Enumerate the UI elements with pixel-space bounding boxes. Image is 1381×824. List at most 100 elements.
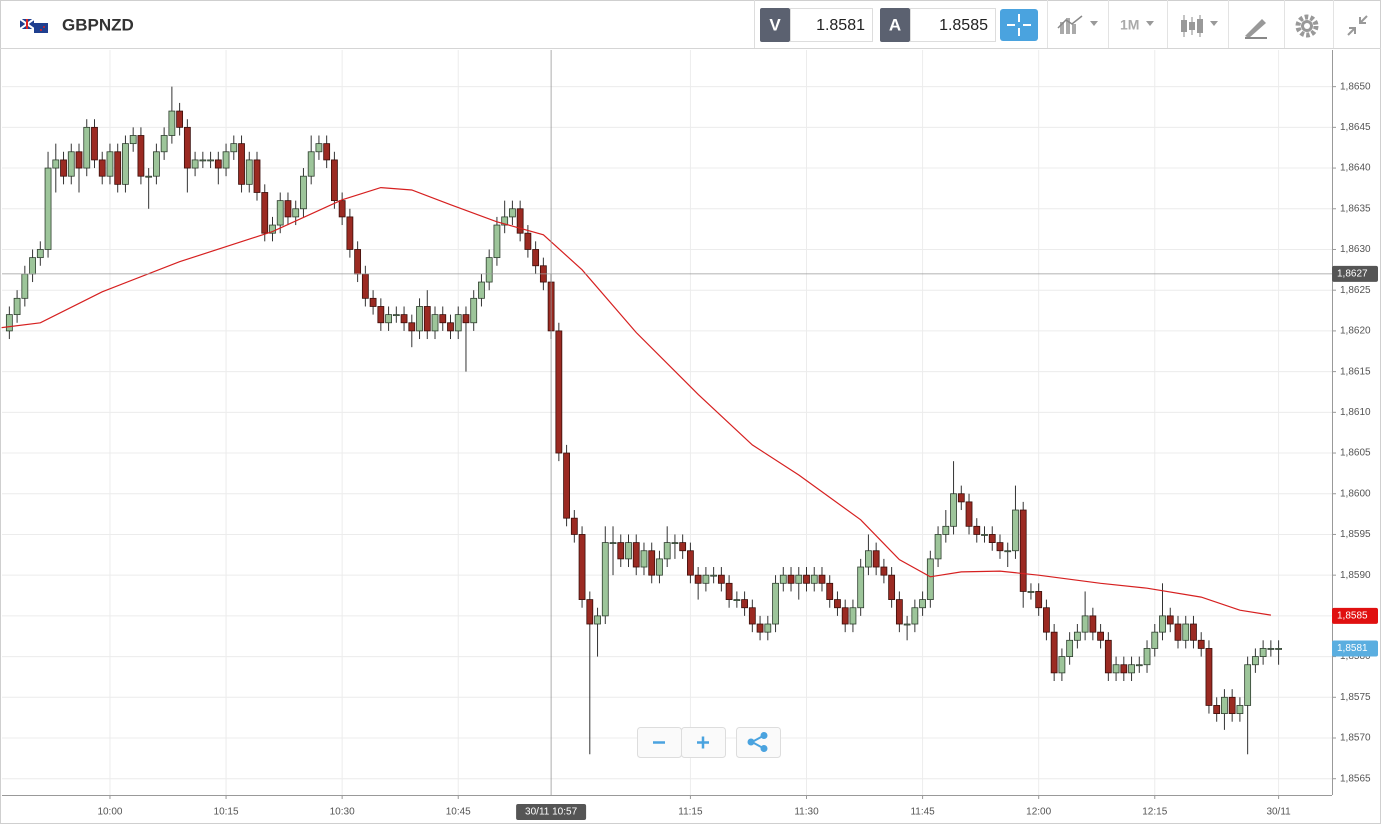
ask-label-box[interactable] (880, 8, 910, 42)
candle-body (122, 143, 129, 185)
candle-body (756, 623, 764, 633)
candle-body (1050, 631, 1058, 674)
candle-body (392, 314, 400, 317)
zoom-in-button[interactable] (681, 727, 726, 758)
candle-body (160, 135, 168, 153)
candle-body (1236, 705, 1244, 714)
candle-body (725, 582, 733, 600)
candle-body (578, 534, 586, 600)
moving-average (1, 186, 1271, 616)
candle-body (493, 224, 501, 259)
candle-body (462, 314, 470, 324)
candle-body (888, 574, 896, 600)
candle-body (1205, 648, 1213, 706)
x-tick-label: 30/11 (1266, 807, 1291, 818)
candle-body (385, 314, 392, 324)
symbol: GBPNZD (62, 15, 134, 34)
candle-body (988, 534, 996, 543)
y-tick-label: 1,8635 (1340, 203, 1371, 214)
y-tick-label: 1,8570 (1340, 733, 1371, 744)
candle-body (447, 322, 454, 332)
candle-body (872, 550, 880, 568)
candle-body (1221, 696, 1228, 714)
candle-body (369, 297, 377, 307)
candle-body (895, 599, 903, 625)
candle-body (13, 297, 21, 316)
candle-body (717, 574, 725, 584)
candle-type-button[interactable] (1181, 15, 1218, 37)
bid-box[interactable] (790, 8, 873, 42)
candle-body (795, 574, 803, 584)
settings-button[interactable] (1295, 14, 1319, 38)
candle-body (1097, 631, 1104, 641)
candle-body (648, 550, 656, 576)
candle-body (129, 135, 137, 145)
candle-body (640, 550, 648, 568)
candle-body (532, 249, 540, 267)
candle-body (1159, 615, 1166, 633)
candle-body (377, 306, 385, 324)
collapse-button[interactable] (1347, 15, 1368, 36)
candle-body (245, 159, 253, 185)
y-tick-label: 1,8615 (1340, 366, 1371, 377)
candle-body (702, 574, 710, 584)
candle-body (230, 143, 238, 153)
x-tick-label: 10:45 (446, 807, 471, 818)
draw-tool-button[interactable] (1245, 19, 1267, 39)
header-bg (1, 1, 1380, 48)
candle-body (191, 159, 199, 169)
y-tick-label: 1,8630 (1340, 244, 1371, 255)
candle-body (1012, 509, 1019, 552)
x-tick-label: 12:00 (1026, 807, 1051, 818)
y-tick-label: 1,8565 (1340, 773, 1371, 784)
candle-body (1058, 656, 1066, 674)
candle-body (1190, 623, 1197, 641)
candle-body (323, 143, 331, 161)
candle-body (408, 322, 416, 332)
crosshair-y-tag (1332, 265, 1378, 282)
candle-body (787, 574, 795, 584)
candle-body (865, 550, 872, 568)
x-tick-label: 11:15 (678, 807, 703, 818)
price-tag (1332, 640, 1378, 657)
timeframe[interactable]: 1M (1120, 17, 1139, 33)
candle-body (694, 574, 702, 584)
candle-body (926, 558, 934, 600)
crosshair-x-label: 30/11 10:57 (525, 807, 578, 818)
candle-body (423, 306, 431, 332)
candle-body (1035, 591, 1043, 609)
candle-body (772, 582, 779, 625)
candle-body (1135, 664, 1143, 667)
share-button[interactable] (736, 727, 781, 758)
candle-body (671, 542, 679, 544)
candle-body (361, 273, 369, 299)
candle-body (354, 249, 362, 275)
candle-body (1259, 648, 1267, 657)
candle-body (687, 550, 694, 576)
ask-label: A (889, 15, 901, 34)
candle-body (1073, 631, 1081, 641)
ask-box[interactable] (910, 8, 996, 42)
candle-body (679, 542, 687, 552)
candle-body (36, 249, 44, 259)
chart-type-button[interactable] (1057, 15, 1098, 34)
y-tick-label: 1,8575 (1340, 692, 1371, 703)
bid-label-box[interactable] (760, 8, 790, 42)
candle-body (1213, 705, 1221, 714)
candle-body (710, 574, 718, 577)
candle-body (1081, 615, 1089, 633)
candle-body (919, 599, 926, 609)
candle-body (826, 582, 834, 600)
crosshair-x-tag (516, 804, 587, 820)
y-tick-label: 1,8595 (1340, 529, 1371, 540)
candle-body (563, 452, 570, 519)
candle-body (222, 151, 230, 169)
candle-body (470, 297, 478, 324)
crosshair-button[interactable] (1000, 9, 1038, 41)
candle-body (29, 257, 36, 275)
candle-body (168, 110, 176, 136)
bid-price: 1.8581 (816, 17, 865, 34)
price-tag-label: 1,8581 (1337, 643, 1368, 654)
candle-body (1066, 639, 1074, 657)
zoom-out-button[interactable] (637, 727, 682, 758)
